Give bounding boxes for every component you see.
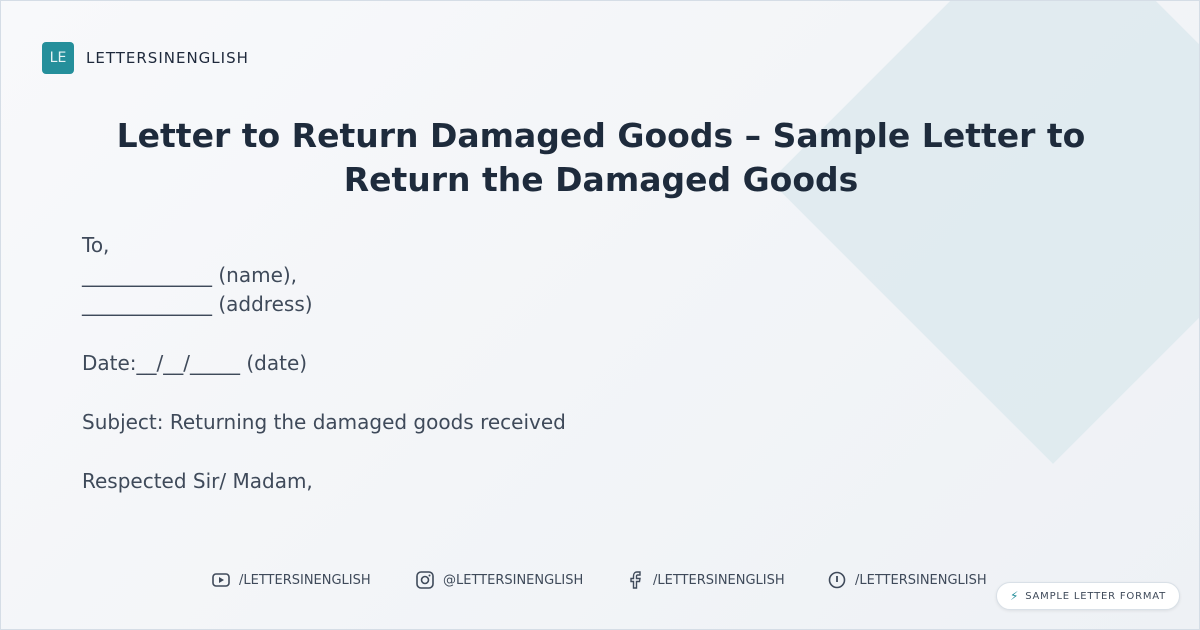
- page-title: Letter to Return Damaged Goods – Sample …: [116, 116, 1086, 199]
- social-pinterest[interactable]: /LETTERSINENGLISH: [827, 570, 987, 590]
- badge-label: SAMPLE LETTER FORMAT: [1025, 590, 1167, 602]
- letter-body: To, _____________ (name), _____________ …: [82, 231, 566, 497]
- letter-date: Date:__/__/_____ (date): [82, 351, 308, 375]
- social-youtube[interactable]: /LETTERSINENGLISH: [211, 570, 371, 590]
- social-facebook[interactable]: /LETTERSINENGLISH: [625, 570, 785, 590]
- brand-name: LETTERSINENGLISH: [86, 49, 249, 67]
- lightning-icon: ⚡: [1009, 589, 1020, 603]
- youtube-icon: [211, 570, 231, 590]
- letter-name-line: _____________ (name),: [82, 262, 298, 287]
- pinterest-icon: [827, 570, 847, 590]
- instagram-icon: [415, 570, 435, 590]
- letter-subject: Subject: Returning the damaged goods rec…: [82, 410, 566, 434]
- social-label: @LETTERSINENGLISH: [443, 572, 584, 588]
- brand-logo[interactable]: LE LETTERSINENGLISH: [42, 42, 249, 74]
- letter-to: To,: [82, 233, 110, 257]
- letter-salutation: Respected Sir/ Madam,: [82, 469, 313, 493]
- sample-letter-format-badge: ⚡ SAMPLE LETTER FORMAT: [996, 582, 1180, 610]
- facebook-icon: [625, 570, 645, 590]
- social-label: /LETTERSINENGLISH: [653, 572, 785, 588]
- social-label: /LETTERSINENGLISH: [239, 572, 371, 588]
- decorative-diamond: [770, 1, 1199, 464]
- logo-initials: LE: [42, 42, 74, 74]
- social-label: /LETTERSINENGLISH: [855, 572, 987, 588]
- letter-address-line: _____________ (address): [82, 292, 313, 316]
- social-instagram[interactable]: @LETTERSINENGLISH: [415, 570, 583, 590]
